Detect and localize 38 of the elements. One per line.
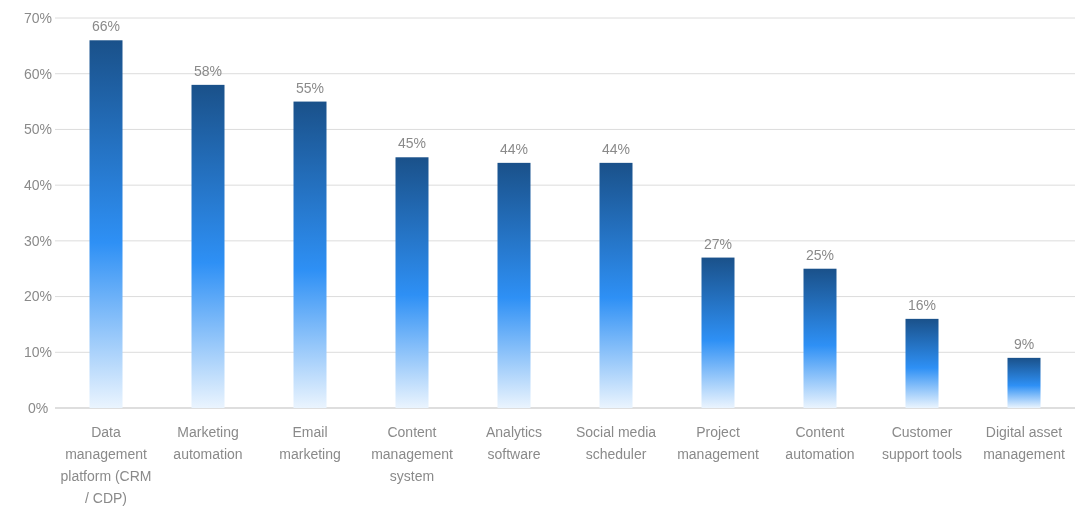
y-tick-label: 0% xyxy=(27,399,49,416)
x-tick-label: Email marketing xyxy=(279,424,341,462)
bar xyxy=(599,162,633,408)
data-label: 9% xyxy=(1013,335,1035,352)
y-tick-label: 60% xyxy=(23,65,53,82)
bar xyxy=(293,101,327,408)
x-tick-label: Project management xyxy=(677,424,759,462)
data-label: 58% xyxy=(193,62,223,79)
y-tick-label: 40% xyxy=(23,177,53,194)
data-label: 44% xyxy=(499,140,529,157)
data-label: 27% xyxy=(703,235,733,252)
bar xyxy=(701,257,735,408)
y-tick-label: 10% xyxy=(23,344,53,361)
data-label: 66% xyxy=(91,18,121,35)
x-tick-label: Content management system xyxy=(371,424,453,484)
x-tick-label: Social media scheduler xyxy=(575,424,657,462)
data-label: 44% xyxy=(601,140,631,157)
bar xyxy=(191,84,225,408)
bar xyxy=(497,162,531,408)
x-tick-label: Digital asset management xyxy=(983,424,1065,462)
x-tick-label: Data management platform (CRM / CDP) xyxy=(60,424,152,506)
x-tick-label: Marketing automation xyxy=(173,424,243,462)
bar xyxy=(905,318,939,408)
bar xyxy=(395,157,429,408)
y-tick-label: 70% xyxy=(23,9,53,26)
x-tick-label: Customer support tools xyxy=(881,424,963,462)
x-tick-label: Analytics software xyxy=(485,424,543,462)
data-label: 45% xyxy=(397,135,427,152)
data-label: 55% xyxy=(295,79,325,96)
y-tick-label: 30% xyxy=(23,232,53,249)
x-tick-label: Content automation xyxy=(785,424,855,462)
data-label: 25% xyxy=(805,246,835,263)
y-tick-label: 50% xyxy=(23,121,53,138)
y-tick-label: 20% xyxy=(23,288,53,305)
data-label: 16% xyxy=(907,296,937,313)
bar xyxy=(1007,357,1041,408)
bar xyxy=(803,268,837,408)
bar xyxy=(89,40,123,408)
